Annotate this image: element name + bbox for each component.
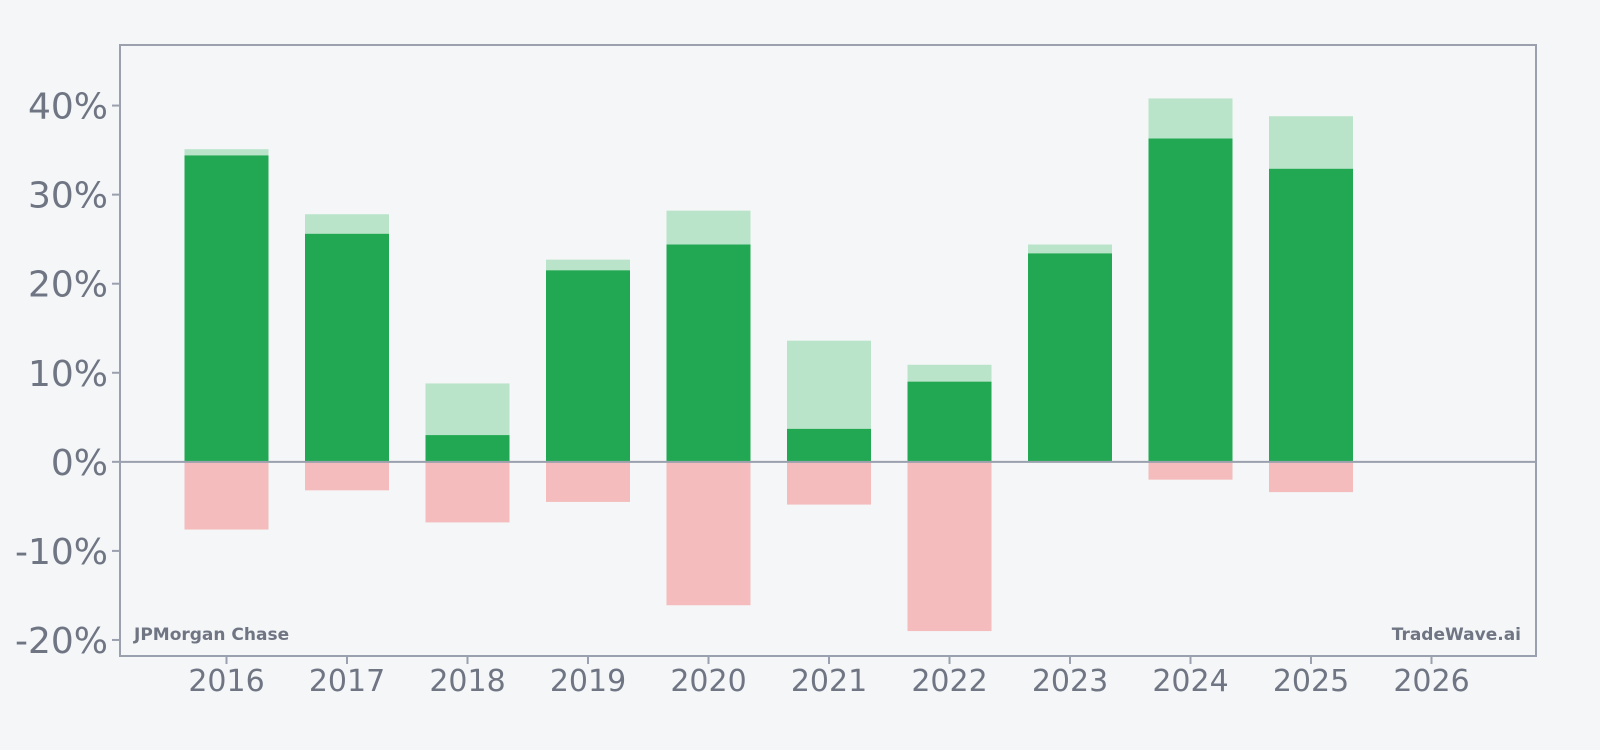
bar-low	[1269, 461, 1353, 493]
x-tick-label: 2025	[1273, 664, 1349, 699]
x-tick-label: 2023	[1032, 664, 1108, 699]
x-tick-label: 2016	[188, 664, 264, 699]
x-axis: 2016 2017 2018 2019 2020 2021 2022 2023 2024 2025…	[188, 656, 1470, 699]
company-label: JPMorgan Chase	[133, 625, 289, 645]
bar-low	[787, 461, 871, 505]
bar-low	[666, 461, 751, 606]
x-tick-label: 2020	[670, 664, 746, 699]
x-tick-label: 2018	[429, 664, 505, 699]
bar-close	[1028, 253, 1112, 462]
bar-close	[1269, 168, 1353, 462]
bar-close	[305, 233, 389, 462]
y-tick-label: 10%	[28, 354, 108, 395]
bar-close	[787, 428, 871, 462]
y-tick-label: -10%	[15, 532, 108, 573]
bar-close	[666, 244, 751, 462]
bar-low	[305, 461, 389, 491]
brand-label: TradeWave.ai	[1392, 625, 1521, 645]
bar-low	[1148, 461, 1233, 480]
bar-low	[425, 461, 510, 523]
x-tick-label: 2021	[791, 664, 867, 699]
bar-close	[546, 270, 630, 462]
bar-close	[425, 435, 510, 462]
x-tick-label: 2019	[550, 664, 626, 699]
y-axis: -20% -10% 0% 10% 20% 30% 40%	[15, 87, 120, 662]
bars	[184, 98, 1353, 632]
y-tick-label: 0%	[51, 443, 108, 484]
x-tick-label: 2024	[1152, 664, 1228, 699]
y-tick-label: -20%	[15, 621, 108, 662]
x-tick-label: 2026	[1393, 664, 1469, 699]
y-tick-label: 20%	[28, 265, 108, 306]
bar-close	[907, 381, 992, 462]
y-tick-label: 30%	[28, 176, 108, 217]
x-tick-label: 2022	[911, 664, 987, 699]
y-tick-label: 40%	[28, 87, 108, 128]
bar-close	[184, 155, 269, 462]
bar-low	[546, 461, 630, 502]
bar-low	[907, 461, 992, 632]
x-tick-label: 2017	[309, 664, 385, 699]
bar-low	[184, 461, 269, 530]
bar-close	[1148, 138, 1233, 462]
